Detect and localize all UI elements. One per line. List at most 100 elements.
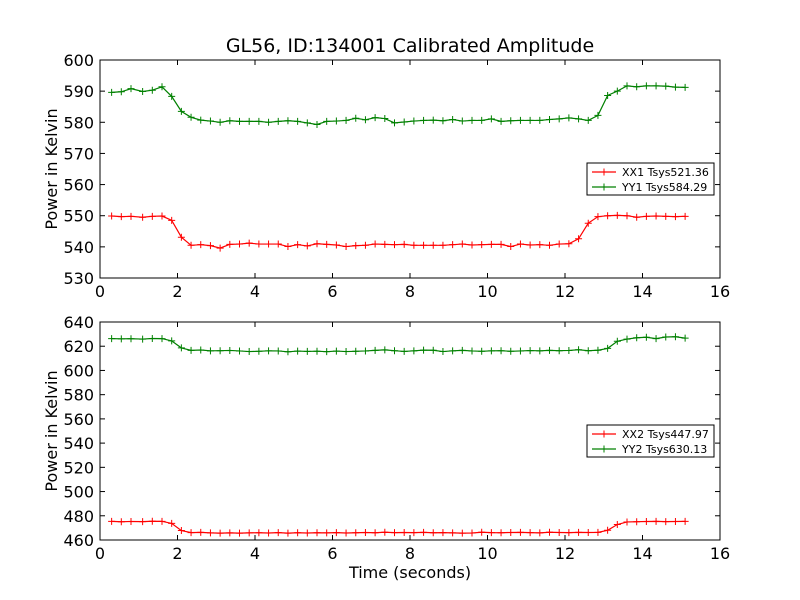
top-series-1-point xyxy=(117,88,125,96)
top-series-1-point xyxy=(216,118,224,126)
top-series-1-point xyxy=(332,117,340,125)
bottom-series-0-point xyxy=(127,517,135,525)
bottom-series-1-point xyxy=(633,334,641,342)
top-series-0-point xyxy=(613,211,621,219)
top-series-1-point xyxy=(294,117,302,125)
bottom-series-0-point xyxy=(303,529,311,537)
top-series-0-point xyxy=(565,240,573,248)
bottom-series-0-point xyxy=(342,529,350,537)
top-series-0-point xyxy=(342,243,350,251)
bottom-y-tick-label: 620 xyxy=(63,337,94,356)
top-y-tick-label: 530 xyxy=(63,269,94,288)
bottom-series-0-point xyxy=(168,519,176,527)
bottom-series-0-point xyxy=(197,528,205,536)
top-series-1-point xyxy=(604,92,612,100)
x-axis-label: Time (seconds) xyxy=(348,563,471,582)
top-series-0-point xyxy=(216,244,224,252)
bottom-series-0-point xyxy=(206,529,214,537)
top-series-1-point xyxy=(265,118,273,126)
top-series-0-point xyxy=(139,213,147,221)
top-series-0-point xyxy=(487,240,495,248)
bottom-series-0-point xyxy=(671,517,679,525)
bottom-series-1-point xyxy=(565,346,573,354)
bottom-series-1-point xyxy=(117,335,125,343)
bottom-x-tick-label: 4 xyxy=(250,544,260,563)
bottom-series-1-point xyxy=(546,346,553,354)
bottom-series-0-point xyxy=(274,529,282,537)
bottom-series-1-point xyxy=(245,348,253,356)
top-series-0-point xyxy=(458,240,466,248)
bottom-series-1-point xyxy=(148,334,156,342)
top-series-0-point xyxy=(206,242,214,250)
bottom-series-0-point xyxy=(391,529,398,537)
bottom-legend-box xyxy=(586,424,715,458)
bottom-series-0-point xyxy=(226,529,234,537)
top-x-tick-label: 8 xyxy=(405,282,415,301)
bottom-series-0-point xyxy=(265,529,273,537)
top-y-tick-label: 580 xyxy=(63,113,94,132)
bottom-series-1-point xyxy=(594,346,602,354)
top-series-0-point xyxy=(526,241,534,249)
bottom-series-1-point xyxy=(352,347,360,355)
top-x-tick-label: 12 xyxy=(555,282,575,301)
top-series-1-point xyxy=(623,82,631,90)
bottom-series-1-point xyxy=(371,346,379,354)
top-series-1-point xyxy=(497,117,505,125)
top-series-0-point xyxy=(623,212,631,220)
top-series-0-point xyxy=(158,212,166,220)
top-series-0-point xyxy=(127,212,135,220)
bottom-x-tick-label: 8 xyxy=(405,544,415,563)
top-series-1-point xyxy=(284,117,292,125)
top-series-1-point xyxy=(187,113,195,121)
bottom-series-1-point xyxy=(439,348,447,356)
top-subplot: 0 2 4 6 8 10 12 14 16 530 540 550 560 570 580 590 600 Pow… xyxy=(42,51,730,301)
bottom-series-1-point xyxy=(400,347,408,355)
bottom-series-0-point xyxy=(420,528,428,536)
bottom-x-tick-label: 16 xyxy=(710,544,730,563)
bottom-series-1-point xyxy=(108,335,116,343)
top-series-0-point xyxy=(352,242,360,250)
top-series-0-point xyxy=(662,212,670,220)
top-series-0-point xyxy=(265,240,273,248)
bottom-x-tick-label: 12 xyxy=(555,544,575,563)
figure-title: GL56, ID:134001 Calibrated Amplitude xyxy=(226,35,594,57)
bottom-series-1-point xyxy=(526,347,534,355)
bottom-series-1-point xyxy=(332,347,340,355)
bottom-series-0-point xyxy=(216,529,224,537)
top-series-0-point xyxy=(255,240,263,248)
bottom-series-0-point xyxy=(468,529,476,537)
bottom-series-0-point xyxy=(410,529,418,537)
bottom-series-0-point xyxy=(604,526,612,534)
bottom-y-axis-label: Power in Kelvin xyxy=(42,370,61,491)
top-series-0-point xyxy=(478,241,486,249)
top-series-0-point xyxy=(633,213,641,221)
top-x-tick-label: 2 xyxy=(172,282,182,301)
top-legend-marker-1 xyxy=(600,183,608,191)
top-y-axis-label: Power in Kelvin xyxy=(42,108,61,229)
top-series-0-point xyxy=(361,241,369,249)
bottom-series-1-point xyxy=(662,333,670,341)
bottom-series-1-point xyxy=(449,347,457,355)
top-series-0-point xyxy=(507,243,515,251)
bottom-series-1-point xyxy=(478,347,486,355)
top-y-tick-label: 550 xyxy=(63,207,94,226)
top-x-tick-label: 16 xyxy=(710,282,730,301)
top-series-0-point xyxy=(284,243,292,251)
top-series-1-point xyxy=(516,116,524,124)
top-series-0-point xyxy=(117,213,125,221)
bottom-series-1-point xyxy=(410,347,418,355)
bottom-series-1-point xyxy=(381,346,389,354)
bottom-series-1-point xyxy=(303,347,311,355)
bottom-series-0-point xyxy=(575,528,583,536)
bottom-series-1-point xyxy=(458,346,466,354)
bottom-series-1-point xyxy=(323,348,331,356)
top-series-0-point xyxy=(594,213,602,221)
top-series-1-point xyxy=(613,87,621,95)
bottom-series-0-point xyxy=(245,529,253,537)
bottom-series-1-point xyxy=(206,347,214,355)
top-series-0-point xyxy=(516,240,524,248)
bottom-legend-label-0: XX2 Tsys447.97 xyxy=(622,428,709,441)
bottom-series-1-point xyxy=(604,344,612,352)
top-series-1-point xyxy=(371,114,379,122)
bottom-series-0-point xyxy=(662,518,670,526)
